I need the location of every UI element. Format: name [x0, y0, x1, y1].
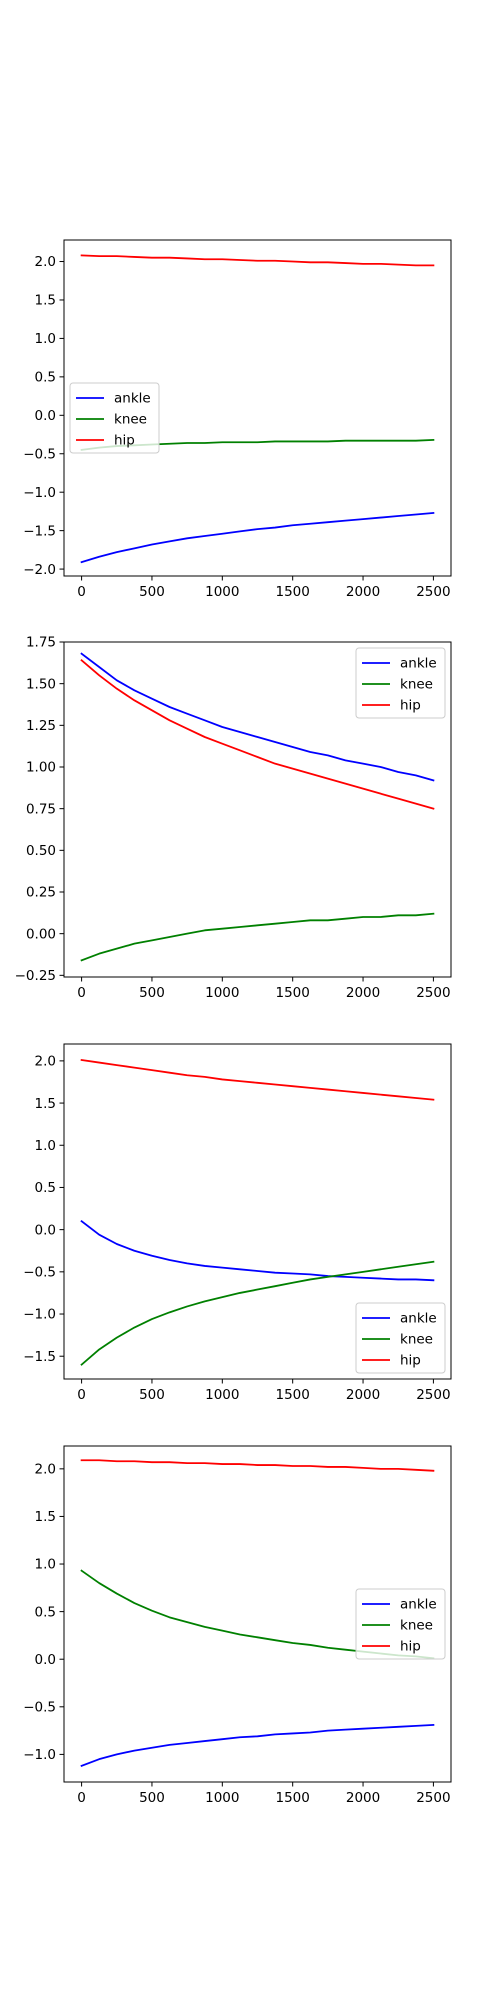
y-tick-label: 1.0: [35, 1557, 56, 1573]
y-tick-label: 0.00: [26, 926, 56, 942]
legend-box: [69, 382, 160, 454]
y-tick-label: 0.0: [35, 408, 56, 424]
x-tick-label: 500: [139, 584, 165, 600]
y-tick-label: 1.75: [26, 635, 56, 651]
y-tick-label: 2.0: [35, 254, 56, 270]
x-tick-label: 2500: [416, 1790, 450, 1806]
x-tick-label: 2000: [346, 1790, 380, 1806]
series-line-hip: [80, 659, 435, 810]
y-tick-label: 0.5: [35, 1604, 56, 1620]
x-tick-label: 2500: [416, 985, 450, 1001]
legend-label-ankle: ankle: [400, 656, 437, 672]
y-tick-label: 2.0: [35, 1054, 56, 1070]
x-tick-label: 500: [139, 1387, 165, 1403]
legend-label-ankle: ankle: [400, 1597, 437, 1613]
x-tick-label: 2000: [346, 985, 380, 1001]
axes-frame: [63, 641, 452, 978]
series-line-ankle: [80, 1723, 435, 1767]
y-tick-label: 1.25: [26, 718, 56, 734]
legend: ankle knee hip: [69, 382, 160, 454]
chart-2: 0 500 1000 1500 2000 2500 −0.25 0.00 0.25 0.50 0.7…: [15, 635, 452, 1001]
x-tick-label: 1500: [276, 1790, 310, 1806]
y-tick-label: 1.5: [35, 1509, 56, 1525]
legend-label-hip: hip: [400, 1353, 421, 1369]
series-line-knee: [80, 912, 435, 962]
y-tick-label: 0.5: [35, 370, 56, 386]
x-tick-label: 1500: [276, 584, 310, 600]
legend-label-ankle: ankle: [400, 1311, 437, 1327]
legend: ankle knee hip: [355, 1302, 446, 1374]
chart-3: 0 500 1000 1500 2000 2500 −1.5 −1.0 −0.5 0.0 0.5 1.…: [23, 1043, 452, 1403]
x-tick-label: 1000: [205, 584, 239, 600]
legend-label-knee: knee: [400, 677, 433, 693]
x-tick-label: 0: [77, 1790, 86, 1806]
y-tick-label: 1.5: [35, 293, 56, 309]
y-tick-label: 1.50: [26, 676, 56, 692]
legend-box: [355, 1302, 446, 1374]
axes-frame: [63, 1043, 452, 1380]
y-tick-label: −1.0: [23, 485, 56, 501]
x-tick-label: 1000: [205, 1790, 239, 1806]
y-tick-label: −1.5: [23, 1349, 56, 1365]
x-tick-label: 2500: [416, 584, 450, 600]
series-line-hip: [80, 254, 435, 267]
legend-label-hip: hip: [400, 698, 421, 714]
y-tick-label: −1.5: [23, 523, 56, 539]
y-tick-label: 1.5: [35, 1096, 56, 1112]
y-tick-label: 0.5: [35, 1180, 56, 1196]
y-tick-label: 1.0: [35, 1138, 56, 1154]
x-tick-label: 0: [77, 584, 86, 600]
axes-frame: [63, 1445, 452, 1783]
axes-frame: [63, 239, 452, 577]
y-tick-label: −0.5: [23, 1265, 56, 1281]
chart-4: 0 500 1000 1500 2000 2500 −1.0 −0.5 0.0 0.5 1.0 1.5…: [23, 1445, 452, 1806]
legend: ankle knee hip: [355, 647, 446, 719]
y-tick-label: 2.0: [35, 1462, 56, 1478]
y-tick-label: −0.5: [23, 1700, 56, 1716]
y-tick-label: 1.00: [26, 760, 56, 776]
x-tick-label: 1500: [276, 985, 310, 1001]
legend: ankle knee hip: [355, 1588, 446, 1660]
legend-label-hip: hip: [114, 433, 135, 449]
y-tick-label: −0.25: [15, 968, 56, 984]
series-line-knee: [80, 1260, 435, 1366]
y-tick-label: 0.50: [26, 843, 56, 859]
x-tick-label: 2000: [346, 584, 380, 600]
y-tick-label: 0.0: [35, 1652, 56, 1668]
series-line-ankle: [80, 1219, 435, 1282]
x-tick-label: 1000: [205, 985, 239, 1001]
y-tick-label: 0.0: [35, 1222, 56, 1238]
legend-label-knee: knee: [400, 1332, 433, 1348]
series-line-hip: [80, 1459, 435, 1472]
x-tick-label: 500: [139, 985, 165, 1001]
legend-label-knee: knee: [114, 412, 147, 428]
x-tick-label: 2000: [346, 1387, 380, 1403]
x-tick-label: 2500: [416, 1387, 450, 1403]
x-tick-label: 1000: [205, 1387, 239, 1403]
y-tick-label: 1.0: [35, 331, 56, 347]
x-tick-label: 0: [77, 985, 86, 1001]
x-tick-label: 1500: [276, 1387, 310, 1403]
legend-label-hip: hip: [400, 1639, 421, 1655]
legend-box: [355, 647, 446, 719]
series-line-ankle: [80, 511, 435, 564]
series-line-hip: [80, 1059, 435, 1101]
legend-box: [355, 1588, 446, 1660]
y-tick-label: −0.5: [23, 446, 56, 462]
x-tick-label: 0: [77, 1387, 86, 1403]
legend-label-ankle: ankle: [114, 391, 151, 407]
x-tick-label: 500: [139, 1790, 165, 1806]
y-tick-label: 0.75: [26, 801, 56, 817]
y-tick-label: −1.0: [23, 1747, 56, 1763]
y-tick-label: −2.0: [23, 562, 56, 578]
series-line-ankle: [80, 652, 435, 782]
chart-1: 0 500 1000 1500 2000 2500 −2.0 −1.5 −1.0 −0.5 0.0 0…: [23, 239, 452, 600]
y-tick-label: −1.0: [23, 1307, 56, 1323]
legend-label-knee: knee: [400, 1618, 433, 1634]
y-tick-label: 0.25: [26, 885, 56, 901]
